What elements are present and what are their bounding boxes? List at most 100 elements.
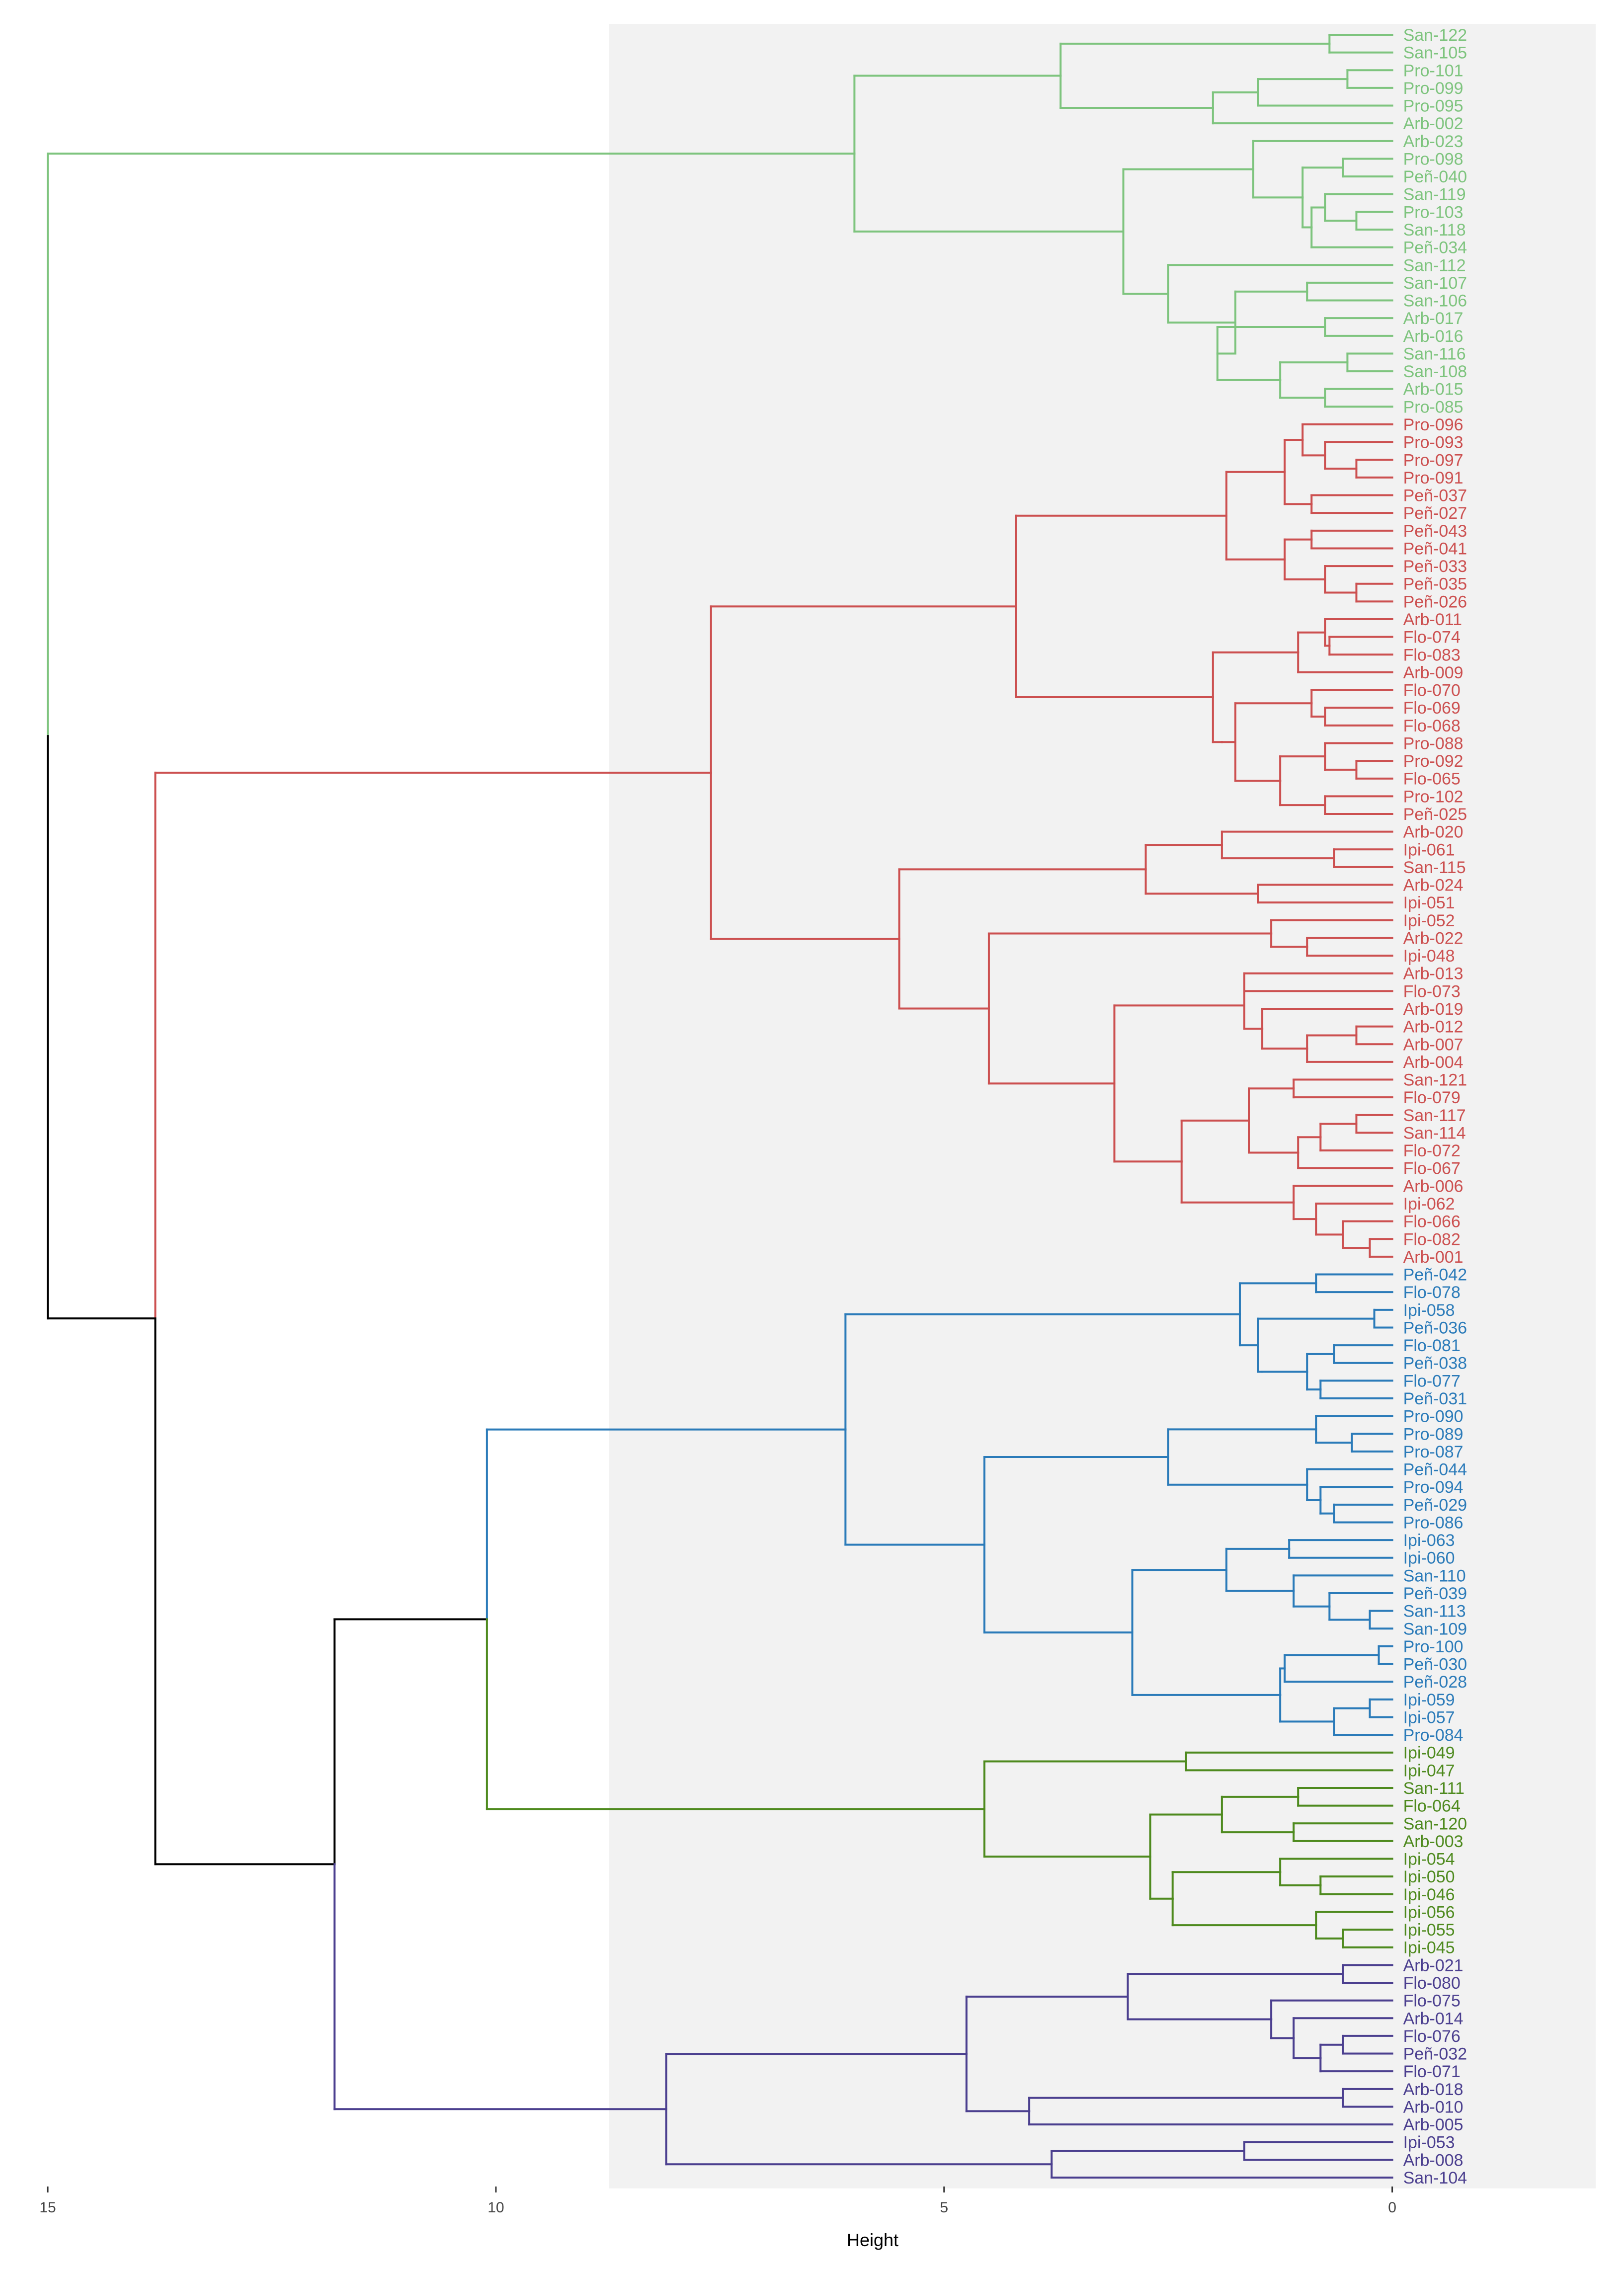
leaf-label: Arb-010	[1403, 2098, 1463, 2116]
leaf-label: Ipi-057	[1403, 1708, 1455, 1727]
leaf-label: Ipi-054	[1403, 1850, 1455, 1869]
leaf-label: Pro-087	[1403, 1443, 1463, 1461]
leaf-label: Peñ-025	[1403, 805, 1467, 824]
leaf-label: Flo-064	[1403, 1797, 1461, 1816]
leaf-label: Arb-013	[1403, 965, 1463, 983]
leaf-label: Arb-005	[1403, 2115, 1463, 2134]
leaf-label: Pro-093	[1403, 433, 1463, 452]
leaf-label: Ipi-062	[1403, 1195, 1455, 1214]
leaf-label: San-118	[1403, 221, 1466, 240]
leaf-label: Peñ-041	[1403, 539, 1467, 558]
leaf-label: Arb-006	[1403, 1177, 1463, 1196]
leaf-label: Ipi-063	[1403, 1531, 1455, 1550]
leaf-label: San-111	[1403, 1779, 1465, 1798]
leaf-label: Pro-101	[1403, 61, 1463, 80]
leaf-label: San-105	[1403, 44, 1467, 63]
leaf-label: San-106	[1403, 292, 1467, 311]
leaf-label: Arb-007	[1403, 1035, 1463, 1054]
leaf-label: Flo-073	[1403, 982, 1461, 1001]
leaf-label: Flo-071	[1403, 2062, 1461, 2081]
cluster-panels	[609, 24, 1596, 2188]
leaf-label: Peñ-044	[1403, 1460, 1467, 1479]
leaf-label: Peñ-036	[1403, 1318, 1467, 1337]
leaf-label: San-109	[1403, 1620, 1467, 1638]
x-tick-label: 5	[940, 2199, 948, 2216]
leaf-label: Flo-072	[1403, 1141, 1461, 1160]
leaf-label: Peñ-035	[1403, 575, 1467, 594]
cluster-panel-1	[609, 24, 1596, 418]
leaf-label: Flo-083	[1403, 646, 1461, 664]
leaf-label: Flo-066	[1403, 1213, 1461, 1231]
leaf-label: Peñ-027	[1403, 504, 1467, 523]
leaf-label: Arb-023	[1403, 132, 1463, 151]
leaf-labels: San-122San-105Pro-101Pro-099Pro-095Arb-0…	[1403, 26, 1467, 2188]
leaf-label: Ipi-058	[1403, 1301, 1455, 1320]
leaf-label: Arb-003	[1403, 1832, 1463, 1851]
leaf-label: Pro-096	[1403, 415, 1463, 434]
leaf-label: San-110	[1403, 1566, 1466, 1585]
leaf-label: San-115	[1403, 858, 1466, 877]
leaf-label: San-116	[1403, 344, 1466, 363]
leaf-label: San-113	[1403, 1602, 1466, 1621]
leaf-label: Ipi-056	[1403, 1903, 1455, 1922]
leaf-label: Peñ-039	[1403, 1584, 1467, 1603]
leaf-label: Arb-022	[1403, 929, 1463, 948]
leaf-label: Ipi-046	[1403, 1885, 1455, 1904]
leaf-label: Peñ-034	[1403, 239, 1467, 257]
leaf-label: Pro-100	[1403, 1637, 1463, 1656]
leaf-label: San-112	[1403, 256, 1466, 275]
cluster-panel-5	[609, 1954, 1596, 2188]
leaf-label: Arb-020	[1403, 823, 1463, 842]
leaf-label: Ipi-053	[1403, 2133, 1455, 2152]
leaf-label: Pro-102	[1403, 787, 1463, 806]
leaf-label: Flo-069	[1403, 699, 1461, 718]
leaf-label: Flo-077	[1403, 1372, 1461, 1390]
leaf-label: Pro-091	[1403, 469, 1463, 487]
leaf-label: Arb-014	[1403, 2009, 1463, 2028]
x-tick-label: 0	[1388, 2199, 1396, 2216]
leaf-label: Peñ-033	[1403, 557, 1467, 576]
leaf-label: Flo-075	[1403, 1992, 1461, 2011]
leaf-label: Pro-097	[1403, 451, 1463, 470]
leaf-label: Arb-015	[1403, 380, 1463, 399]
leaf-label: Flo-081	[1403, 1336, 1461, 1355]
leaf-label: Arb-016	[1403, 327, 1463, 346]
leaf-label: Pro-098	[1403, 150, 1463, 168]
leaf-label: Ipi-050	[1403, 1867, 1455, 1886]
leaf-label: San-114	[1403, 1124, 1466, 1142]
leaf-label: Peñ-038	[1403, 1354, 1467, 1373]
leaf-label: Pro-095	[1403, 97, 1463, 116]
leaf-label: Pro-099	[1403, 79, 1463, 98]
leaf-label: Peñ-029	[1403, 1496, 1467, 1515]
leaf-label: Flo-070	[1403, 681, 1461, 700]
leaf-label: Peñ-031	[1403, 1389, 1467, 1408]
leaf-label: Pro-086	[1403, 1513, 1463, 1532]
x-tick-label: 15	[39, 2199, 56, 2216]
leaf-label: Peñ-043	[1403, 522, 1467, 541]
leaf-label: Pro-088	[1403, 734, 1463, 753]
leaf-label: San-107	[1403, 274, 1467, 293]
x-axis: Height 15 10 5 0	[39, 2187, 1396, 2250]
leaf-label: Arb-004	[1403, 1053, 1463, 1072]
leaf-label: Flo-067	[1403, 1159, 1461, 1178]
leaf-label: Arb-008	[1403, 2151, 1463, 2170]
leaf-label: Flo-076	[1403, 2027, 1461, 2046]
leaf-label: Ipi-047	[1403, 1761, 1455, 1780]
leaf-label: Ipi-049	[1403, 1744, 1455, 1763]
leaf-label: Arb-019	[1403, 1000, 1463, 1019]
leaf-label: San-120	[1403, 1814, 1467, 1833]
leaf-label: Ipi-055	[1403, 1921, 1455, 1940]
leaf-label: Flo-078	[1403, 1283, 1461, 1302]
leaf-label: Pro-103	[1403, 203, 1463, 222]
dendrogram-branches	[47, 34, 1393, 2179]
leaf-label: Arb-009	[1403, 663, 1463, 682]
leaf-label: Flo-065	[1403, 770, 1461, 789]
leaf-label: Pro-084	[1403, 1726, 1463, 1745]
leaf-label: Ipi-052	[1403, 911, 1455, 930]
leaf-label: Ipi-061	[1403, 840, 1455, 859]
leaf-label: Peñ-032	[1403, 2045, 1467, 2064]
leaf-label: Arb-012	[1403, 1018, 1463, 1037]
leaf-label: Ipi-045	[1403, 1939, 1455, 1957]
leaf-label: Flo-080	[1403, 1974, 1461, 1993]
leaf-label: Pro-092	[1403, 752, 1463, 771]
